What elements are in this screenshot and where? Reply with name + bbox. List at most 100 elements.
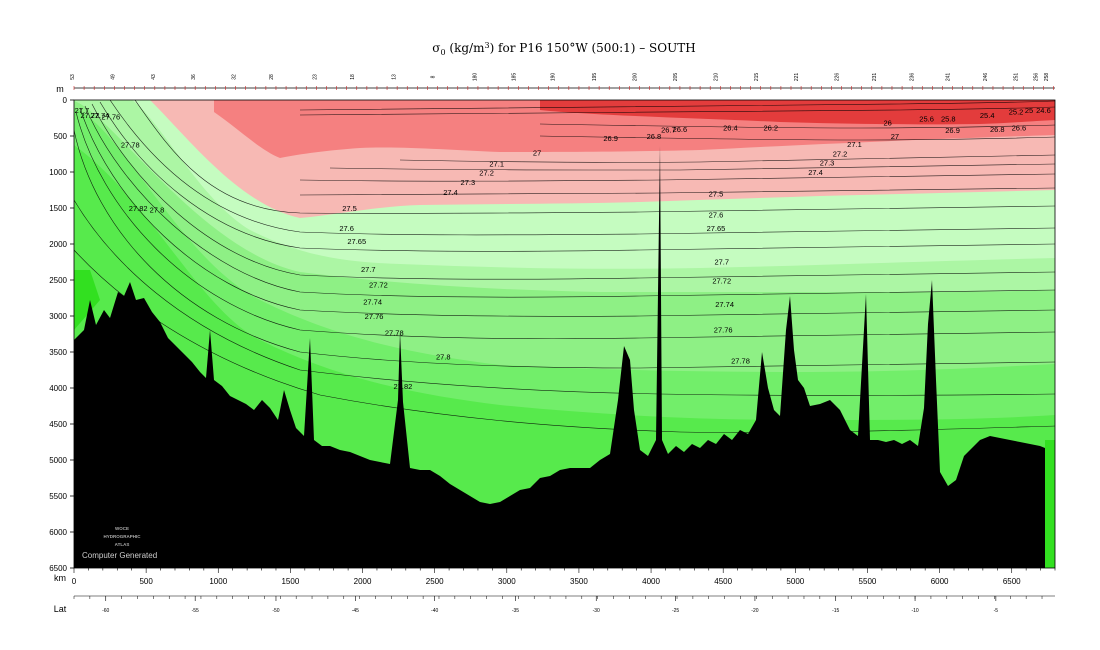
distance-tick-label: 1500 xyxy=(281,577,299,586)
layer-green-bright-edge xyxy=(1045,440,1055,568)
station-label: 36 xyxy=(191,74,197,80)
station-label: 53 xyxy=(70,74,76,80)
distance-tick-label: 4000 xyxy=(642,577,660,586)
station-label: 241 xyxy=(946,73,952,82)
contour-label: 27.1 xyxy=(489,159,504,168)
station-label: 43 xyxy=(151,74,157,80)
contour-label: 25.6 xyxy=(919,115,934,124)
contour-label: 27.74 xyxy=(715,300,734,309)
contour-label: 27.6 xyxy=(339,224,354,233)
contour-label: 25.8 xyxy=(941,115,956,124)
title-units-pre: (kg/m xyxy=(446,41,485,55)
depth-tick-label: 4500 xyxy=(49,420,67,429)
station-label: 221 xyxy=(794,73,800,82)
station-label: 190 xyxy=(550,73,556,82)
contour-label: 27.65 xyxy=(347,237,366,246)
contour-label: 27.82 xyxy=(129,204,148,213)
depth-tick-label: 2000 xyxy=(49,240,67,249)
station-label: 258 xyxy=(1044,73,1050,82)
latitude-tick-label: -25 xyxy=(672,608,679,614)
contour-label: 27.74 xyxy=(363,298,382,307)
distance-tick-label: 1000 xyxy=(209,577,227,586)
isopycnal-lines xyxy=(74,100,1055,433)
depth-axis: 0 500 1000 1500 2000 2500 3000 3500 4000 4500 5000… xyxy=(49,96,74,573)
station-label: 32 xyxy=(232,74,238,80)
depth-tick-label: 3500 xyxy=(49,348,67,357)
contour-label: 26.6 xyxy=(1012,123,1027,132)
depth-tick-label: 5500 xyxy=(49,492,67,501)
plot-area xyxy=(74,100,1055,568)
contour-label: 27.72 xyxy=(712,277,731,286)
logo-line-1: WOCE xyxy=(115,526,129,531)
contour-label: 27.5 xyxy=(342,204,357,213)
latitude-tick-label: -10 xyxy=(911,608,918,614)
latitude-tick-label: -40 xyxy=(431,608,438,614)
station-label: 226 xyxy=(835,73,841,82)
latitude-tick-label: -20 xyxy=(751,608,758,614)
station-label: 210 xyxy=(713,73,719,82)
contour-label: 27.78 xyxy=(385,329,404,338)
contour-label: 27.1 xyxy=(847,140,862,149)
latitude-tick-label: -50 xyxy=(272,608,279,614)
contour-label: 27.2 xyxy=(833,149,848,158)
depth-tick-label: 500 xyxy=(54,132,68,141)
depth-tick-label: 1000 xyxy=(49,168,67,177)
station-label: 49 xyxy=(110,74,116,80)
latitude-tick-label: -45 xyxy=(352,608,359,614)
contour-label: 27.2 xyxy=(479,169,494,178)
distance-tick-label: 500 xyxy=(139,577,153,586)
woce-atlas-logo: WOCE HYDROGRAPHIC ATLAS xyxy=(103,526,141,547)
contour-label: 26.8 xyxy=(647,132,662,141)
depth-tick-label: 2500 xyxy=(49,276,67,285)
contour-label: 27.3 xyxy=(820,159,835,168)
contour-label: 27.7 xyxy=(361,265,376,274)
distance-axis: 0 500 1000 1500 2000 2500 3000 3500 4000 4500 5000… xyxy=(72,568,1056,586)
distance-tick-label: 6000 xyxy=(931,577,949,586)
station-label: 256 xyxy=(1034,73,1040,82)
contour-label: 27 xyxy=(533,149,541,158)
contour-label: 26 xyxy=(883,118,891,127)
contour-label: 24.6 xyxy=(1036,106,1051,115)
distance-tick-label: 5500 xyxy=(859,577,877,586)
station-label: 251 xyxy=(1013,73,1019,82)
station-label: 23 xyxy=(312,74,318,80)
contour-label: 27.3 xyxy=(461,178,476,187)
station-label: 200 xyxy=(633,73,639,82)
layer-green-bright xyxy=(74,270,100,330)
latitude-tick-label: -55 xyxy=(192,608,199,614)
contour-label: 27.76 xyxy=(365,312,384,321)
depth-tick-label: 4000 xyxy=(49,384,67,393)
distance-tick-label: 2500 xyxy=(426,577,444,586)
station-label: 185 xyxy=(511,73,517,82)
distance-tick-label: 3000 xyxy=(498,577,516,586)
contour-label: 26.6 xyxy=(673,125,688,134)
distance-tick-label: 3500 xyxy=(570,577,588,586)
contour-label: 25.4 xyxy=(980,111,995,120)
computer-generated-watermark: Computer Generated xyxy=(82,551,157,560)
contour-label: 25 xyxy=(1025,106,1033,115)
station-label: 236 xyxy=(910,73,916,82)
depth-axis-label: m xyxy=(56,84,64,94)
contour-label: 27.72 xyxy=(369,280,388,289)
latitude-tick-label: -35 xyxy=(512,608,519,614)
depth-tick-label: 1500 xyxy=(49,204,67,213)
title-units-superscript: 3 xyxy=(484,41,489,50)
latitude-tick-label: -5 xyxy=(994,608,999,614)
depth-tick-label: 0 xyxy=(63,96,68,105)
contour-label: 27.6 xyxy=(709,210,724,219)
station-label: 18 xyxy=(350,74,356,80)
contour-label: 27.78 xyxy=(121,141,140,150)
distance-axis-label: km xyxy=(54,573,66,583)
station-label: 246 xyxy=(983,73,989,82)
title-symbol: σ xyxy=(432,41,440,55)
ocean-bottom-topography xyxy=(74,146,1045,568)
distance-tick-label: 2000 xyxy=(354,577,372,586)
station-label: 215 xyxy=(754,73,760,82)
contour-label: 27.5 xyxy=(709,190,724,199)
depth-tick-label: 3000 xyxy=(49,312,67,321)
station-label: 28 xyxy=(269,74,275,80)
contour-label: 26.2 xyxy=(763,123,778,132)
contour-label: 27.82 xyxy=(394,382,413,391)
contour-label: 27.8 xyxy=(436,352,451,361)
